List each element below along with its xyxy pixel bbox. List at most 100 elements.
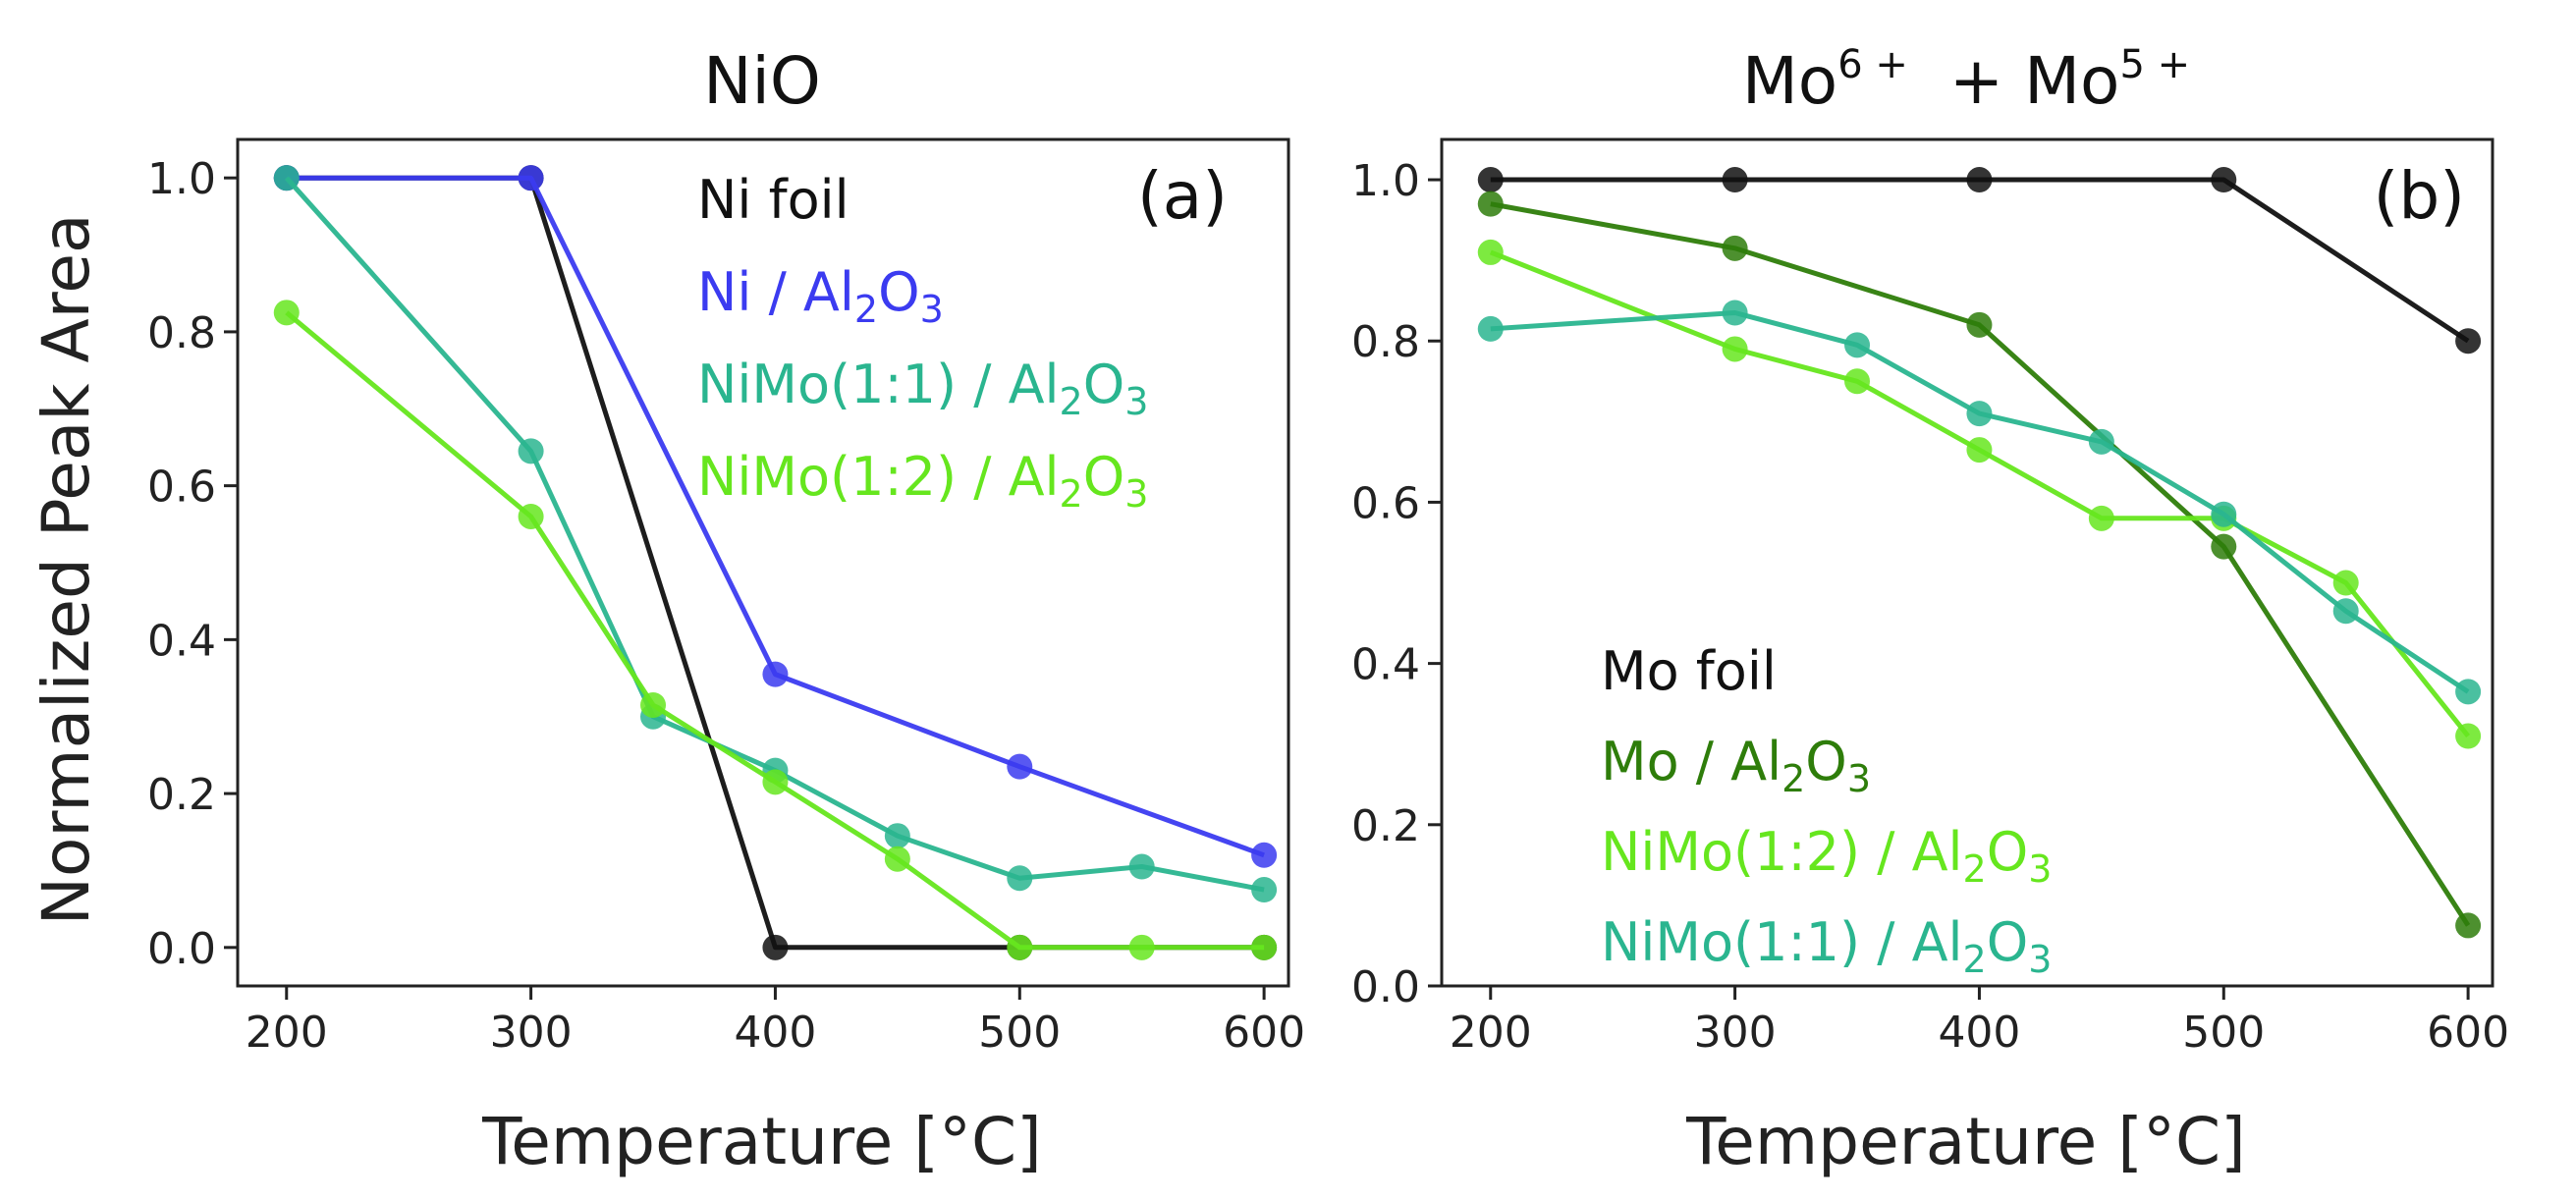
panel-b-x-tick-label: 600 — [2427, 1008, 2509, 1058]
legend-text-part: O — [1987, 821, 2029, 883]
panel-a-series-line — [284, 176, 1265, 893]
panel-a-data-point — [1007, 753, 1033, 780]
panel-a-legend-entry: Ni foil — [697, 169, 850, 231]
panel-a: NiO (a) Temperature [°C] Normalized Peak… — [28, 43, 1305, 1179]
panel-b-x-axis-label: Temperature [°C] — [1685, 1104, 2246, 1179]
panel-b-data-point — [1477, 191, 1504, 217]
panel-a-data-point — [884, 846, 910, 872]
panel-b-y-tick-label: 1.0 — [1351, 156, 1420, 206]
panel-a-x-tick-label: 300 — [490, 1008, 573, 1058]
panel-a-series-line — [285, 310, 1265, 951]
legend-text-part: O — [1805, 731, 1847, 792]
panel-b-data-point — [2211, 533, 2237, 560]
legend-text-part: 2 — [1060, 380, 1083, 423]
panel-a-data-point — [1251, 934, 1278, 960]
panel-b-data-point — [2332, 570, 2359, 596]
panel-b-data-point — [2455, 328, 2482, 355]
panel-a-data-point — [518, 438, 544, 464]
panel-a-legend-entry: NiMo(1:1) / Al2O3 — [697, 354, 1148, 423]
panel-a-y-tick-label: 1.0 — [147, 154, 216, 204]
panel-b-series-1 — [1477, 167, 2482, 355]
legend-text-part: 3 — [1847, 757, 1871, 800]
panel-b-data-point — [2088, 428, 2114, 455]
panel-b-x-tick-label: 400 — [1938, 1008, 2020, 1058]
panel-a-data-point — [1007, 934, 1033, 960]
panel-a-data-point — [1128, 934, 1155, 960]
panel-b-data-point — [1966, 167, 1993, 193]
panel-b-series-2 — [1477, 191, 2482, 939]
panel-b-legend-entry: Mo / Al2O3 — [1601, 731, 1871, 800]
legend-text-part: Ni / Al — [697, 261, 854, 323]
panel-b-x-tick-label: 300 — [1694, 1008, 1777, 1058]
legend-text-part: O — [878, 261, 920, 323]
panel-b-y-tick-label: 0.6 — [1351, 478, 1420, 528]
panel-b-data-point — [2455, 912, 2482, 939]
legend-text-part: NiMo(1:2) / Al — [1601, 821, 1963, 883]
legend-text-part: Ni foil — [697, 169, 850, 231]
panel-a-series-4 — [273, 300, 1278, 960]
panel-b-data-point — [1477, 167, 1504, 193]
panel-a-data-point — [884, 823, 910, 849]
panel-b-data-point — [1966, 437, 1993, 464]
legend-text-part: 2 — [1963, 938, 1987, 981]
panel-a-legend-entry: NiMo(1:2) / Al2O3 — [697, 446, 1148, 516]
panel-b-legend-entry: Mo foil — [1601, 640, 1777, 702]
panel-b-data-point — [2211, 167, 2237, 193]
panel-a-data-point — [1251, 842, 1278, 868]
panel-a-legend-entry: Ni / Al2O3 — [697, 261, 944, 331]
panel-b: Mo6 + + Mo5 + (b) Temperature [°C] 200 30… — [1351, 42, 2509, 1179]
legend-text-part: 2 — [1060, 472, 1083, 516]
legend-text-part: 3 — [920, 288, 944, 331]
panel-b-legend-entry: NiMo(1:2) / Al2O3 — [1601, 821, 2052, 891]
panel-b-data-point — [1966, 311, 1993, 338]
panel-b-x-tick-label: 500 — [2182, 1008, 2265, 1058]
panel-b-title: Mo6 + + Mo5 + — [1742, 42, 2190, 119]
panel-a-x-tick-label: 500 — [978, 1008, 1061, 1058]
legend-text-part: Mo foil — [1601, 640, 1777, 702]
legend-text-part: NiMo(1:1) / Al — [1601, 911, 1963, 973]
panel-b-data-point — [2455, 723, 2482, 749]
panel-b-data-point — [1844, 332, 1871, 358]
legend-text-part: O — [1987, 911, 2029, 973]
panel-a-title: NiO — [703, 43, 821, 119]
panel-b-data-point — [1844, 368, 1871, 395]
panel-a-series-3 — [273, 165, 1278, 903]
panel-b-plot-frame — [1440, 137, 2494, 988]
panel-a-x-axis-label: Temperature [°C] — [481, 1104, 1042, 1179]
panel-a-data-point — [1128, 853, 1155, 880]
panel-a-data-point — [1251, 877, 1278, 903]
legend-text-part: O — [1083, 446, 1125, 508]
panel-a-data-point — [640, 691, 667, 718]
panel-b-data-point — [1966, 401, 1993, 427]
panel-b-series-line — [1490, 310, 2470, 694]
panel-a-y-axis-label: Normalized Peak Area — [28, 214, 104, 926]
legend-text-part: 3 — [2028, 938, 2052, 981]
panel-a-data-point — [273, 300, 300, 326]
panel-b-label: (b) — [2374, 158, 2465, 234]
panel-a-data-point — [762, 934, 789, 960]
legend-text-part: 3 — [1124, 472, 1148, 516]
panel-a-data-point — [1007, 865, 1033, 892]
panel-a-data-point — [762, 661, 789, 687]
panel-a-y-tick-label: 0.6 — [147, 463, 216, 513]
panel-a-data-point — [762, 769, 789, 795]
panel-b-title-part-2: + Mo — [1908, 43, 2120, 119]
panel-a-plot-frame — [236, 137, 1290, 988]
panel-b-data-point — [1722, 300, 1748, 326]
panel-b-data-point — [1477, 315, 1504, 342]
legend-text-part: 3 — [2028, 847, 2052, 891]
panel-a-data-point — [518, 503, 544, 529]
panel-a-y-tick-label: 0.8 — [147, 308, 216, 358]
panel-b-data-point — [1722, 235, 1748, 261]
legend-text-part: NiMo(1:2) / Al — [697, 446, 1060, 508]
panel-b-y-tick-label: 0.4 — [1351, 640, 1420, 690]
panel-a-y-tick-label: 0.4 — [147, 616, 216, 666]
panel-a-x-tick-label: 400 — [734, 1008, 816, 1058]
panel-b-data-point — [2332, 598, 2359, 625]
legend-text-part: Mo / Al — [1601, 731, 1781, 792]
panel-b-data-point — [2088, 505, 2114, 531]
panel-b-y-tick-label: 0.0 — [1351, 962, 1420, 1012]
legend-text-part: 2 — [854, 288, 878, 331]
